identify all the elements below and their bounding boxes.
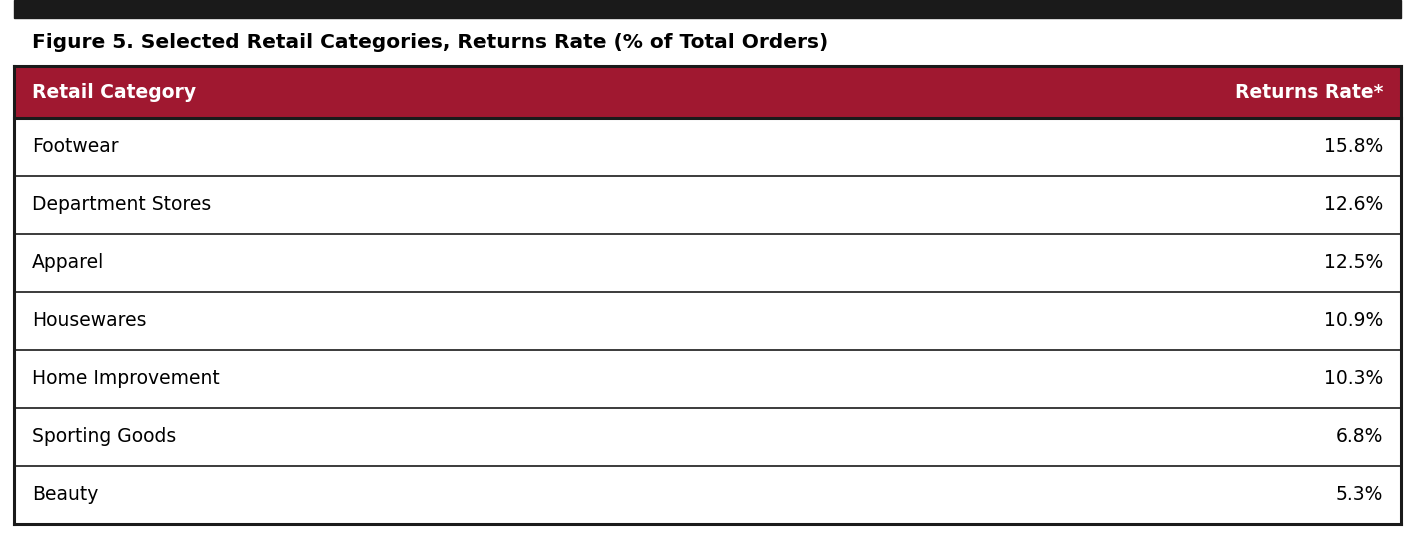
Text: Home Improvement: Home Improvement xyxy=(33,369,219,388)
Text: Housewares: Housewares xyxy=(33,311,147,330)
Text: Beauty: Beauty xyxy=(33,485,99,504)
Text: 6.8%: 6.8% xyxy=(1336,427,1382,446)
Text: 12.6%: 12.6% xyxy=(1324,195,1382,214)
Text: 15.8%: 15.8% xyxy=(1324,137,1382,156)
Text: Figure 5. Selected Retail Categories, Returns Rate (% of Total Orders): Figure 5. Selected Retail Categories, Re… xyxy=(33,32,828,51)
Text: 10.3%: 10.3% xyxy=(1324,369,1382,388)
Text: Sporting Goods: Sporting Goods xyxy=(33,427,177,446)
Text: Returns Rate*: Returns Rate* xyxy=(1235,83,1382,102)
Bar xyxy=(14,0,1401,18)
Bar xyxy=(14,66,1401,118)
Text: Apparel: Apparel xyxy=(33,253,105,272)
Text: 10.9%: 10.9% xyxy=(1324,311,1382,330)
Text: 12.5%: 12.5% xyxy=(1324,253,1382,272)
Text: Retail Category: Retail Category xyxy=(33,83,197,102)
Text: Department Stores: Department Stores xyxy=(33,195,211,214)
Text: Footwear: Footwear xyxy=(33,137,119,156)
Text: 5.3%: 5.3% xyxy=(1336,485,1382,504)
